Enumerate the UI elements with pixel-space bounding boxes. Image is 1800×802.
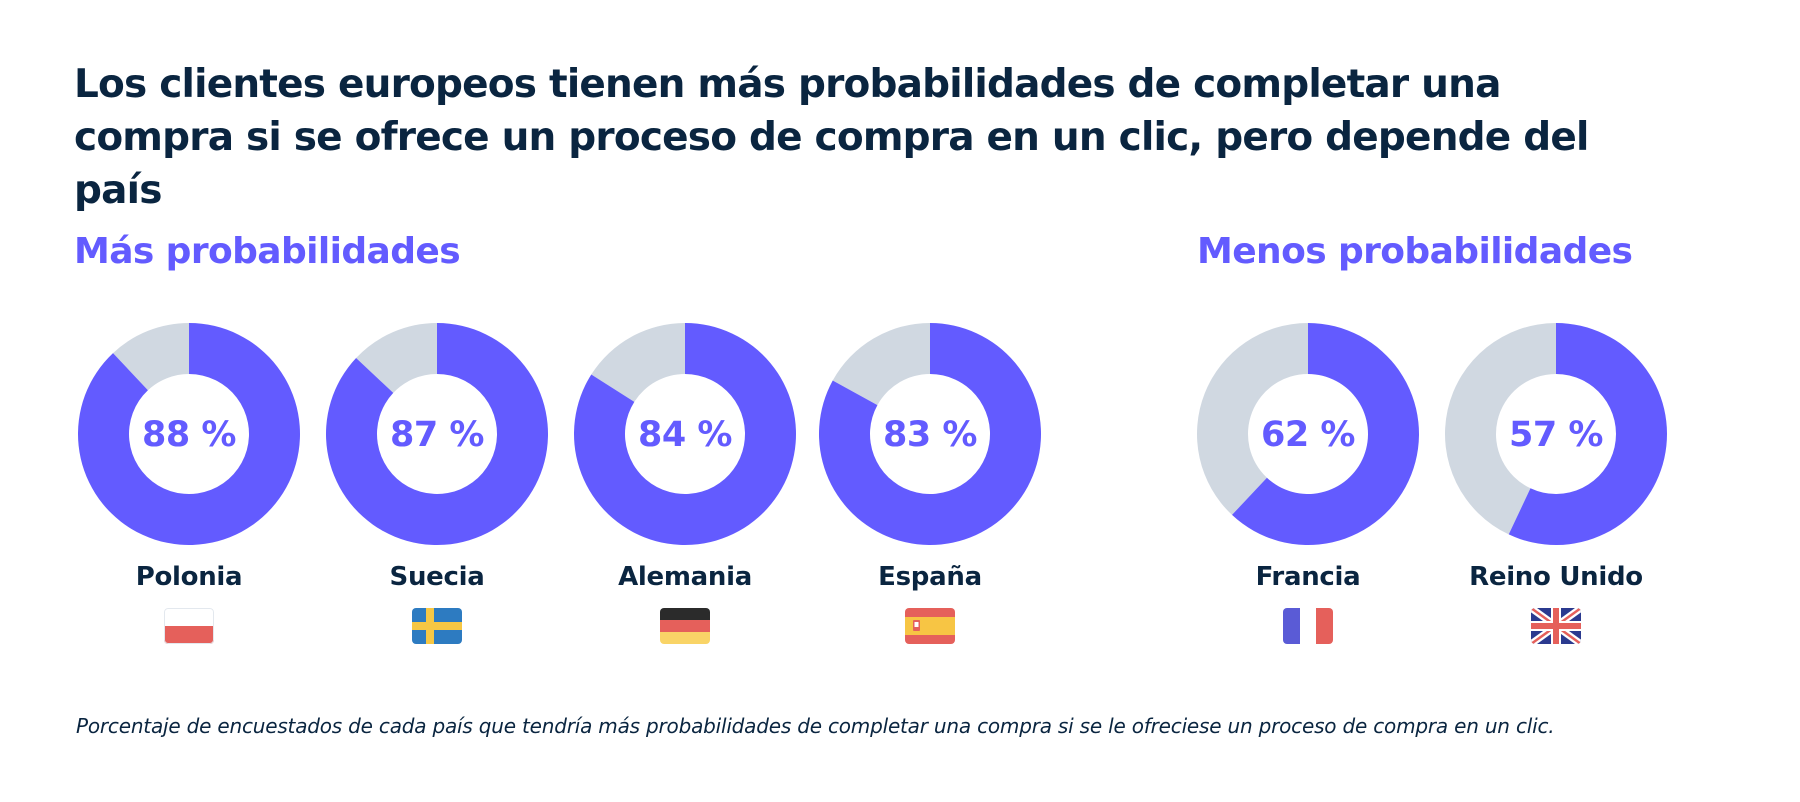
percentage-label-polonia: 88 % xyxy=(142,415,236,455)
flag-poland-icon xyxy=(164,608,214,644)
flag-france-icon xyxy=(1283,608,1333,644)
country-label-suecia: Suecia xyxy=(389,562,485,592)
donut-remainder-reino-unido xyxy=(1445,323,1556,535)
donut-slice-alemania xyxy=(574,323,796,545)
group-heading-less-likely: Menos probabilidades xyxy=(1197,231,1633,272)
donut-slice-reino-unido xyxy=(1508,323,1667,545)
group-heading-more-likely: Más probabilidades xyxy=(74,231,461,272)
flag-uk-icon xyxy=(1531,608,1581,644)
country-label-alemania: Alemania xyxy=(618,562,752,592)
donut-slice-espana xyxy=(819,323,1041,545)
flag-spain-icon xyxy=(905,608,955,644)
chart-title: Los clientes europeos tienen más probabi… xyxy=(74,62,1589,213)
percentage-label-suecia: 87 % xyxy=(390,415,484,455)
donut-remainder-espana xyxy=(832,323,930,406)
chart-item-francia: 62 % Francia xyxy=(1196,322,1420,652)
chart-item-reino-unido: 57 % Reino Unido xyxy=(1444,322,1668,652)
donut-remainder-francia xyxy=(1197,323,1308,515)
chart-item-suecia: 87 % Suecia xyxy=(325,322,549,652)
donut-chart-polonia: 88 % xyxy=(78,323,300,545)
donut-slice-francia xyxy=(1232,323,1419,545)
donut-remainder-alemania xyxy=(591,323,685,402)
chart-footnote: Porcentaje de encuestados de cada país q… xyxy=(76,714,1555,738)
donut-chart-suecia: 87 % xyxy=(325,323,548,545)
donut-slice-polonia xyxy=(78,323,300,545)
donut-chart-francia: 62 % xyxy=(1197,323,1419,545)
country-label-polonia: Polonia xyxy=(135,562,243,592)
percentage-label-francia: 62 % xyxy=(1261,415,1355,455)
chart-item-polonia: 88 % Polonia xyxy=(77,322,301,652)
flag-germany-icon xyxy=(660,608,710,644)
percentage-label-espana: 83 % xyxy=(883,415,977,455)
percentage-label-reino-unido: 57 % xyxy=(1509,415,1603,455)
country-label-francia: Francia xyxy=(1255,562,1361,592)
chart-item-alemania: 84 % Alemania xyxy=(573,322,797,652)
chart-item-espana: 83 % España xyxy=(818,322,1042,652)
donut-chart-espana: 83 % xyxy=(819,323,1041,545)
donut-chart-reino-unido: 57 % xyxy=(1445,323,1667,545)
country-label-espana: España xyxy=(878,562,982,592)
donut-remainder-polonia xyxy=(113,323,189,391)
donut-remainder-suecia xyxy=(356,323,437,393)
donut-slice-suecia xyxy=(325,323,548,545)
country-label-reino-unido: Reino Unido xyxy=(1469,562,1643,592)
percentage-label-alemania: 84 % xyxy=(638,415,732,455)
donut-chart-alemania: 84 % xyxy=(574,323,796,545)
flag-sweden-icon xyxy=(412,608,462,644)
